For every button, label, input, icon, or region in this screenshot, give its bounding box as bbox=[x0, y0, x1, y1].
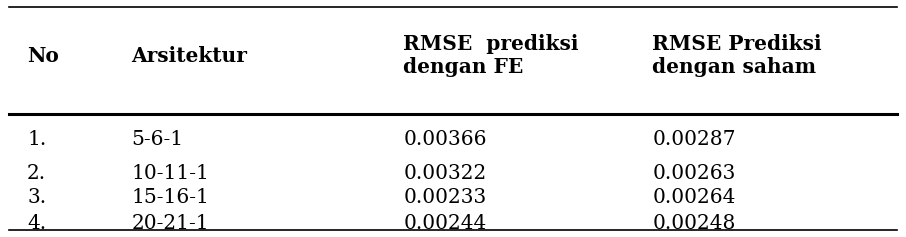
Text: 5-6-1: 5-6-1 bbox=[131, 130, 184, 149]
Text: No: No bbox=[27, 46, 59, 66]
Text: 20-21-1: 20-21-1 bbox=[131, 214, 209, 233]
Text: 2.: 2. bbox=[27, 164, 46, 182]
Text: 0.00287: 0.00287 bbox=[652, 130, 736, 149]
Text: 4.: 4. bbox=[27, 214, 46, 233]
Text: 10-11-1: 10-11-1 bbox=[131, 164, 209, 182]
Text: 1.: 1. bbox=[27, 130, 46, 149]
Text: RMSE Prediksi
dengan saham: RMSE Prediksi dengan saham bbox=[652, 34, 822, 77]
Text: 0.00264: 0.00264 bbox=[652, 188, 736, 207]
Text: 0.00233: 0.00233 bbox=[403, 188, 487, 207]
Text: 15-16-1: 15-16-1 bbox=[131, 188, 209, 207]
Text: 0.00244: 0.00244 bbox=[403, 214, 487, 233]
Text: 0.00263: 0.00263 bbox=[652, 164, 736, 182]
Text: 0.00248: 0.00248 bbox=[652, 214, 736, 233]
Text: 0.00366: 0.00366 bbox=[403, 130, 487, 149]
Text: 3.: 3. bbox=[27, 188, 46, 207]
Text: RMSE  prediksi
dengan FE: RMSE prediksi dengan FE bbox=[403, 34, 579, 77]
Text: Arsitektur: Arsitektur bbox=[131, 46, 247, 66]
Text: 0.00322: 0.00322 bbox=[403, 164, 487, 182]
